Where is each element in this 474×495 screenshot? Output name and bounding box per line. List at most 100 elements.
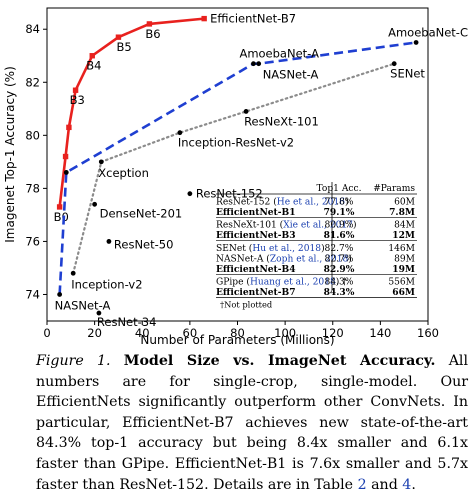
table-row-params: 19M [392,264,415,275]
data-point [146,21,153,27]
caption-body: All numbers are for single-crop, single-… [36,353,469,493]
y-tick-label: 80 [25,128,40,142]
table-row-acc: 84.3% [325,278,354,288]
x-tick-label: 160 [417,326,439,340]
table-row-model: ResNet-152 (He et al., 2016) [216,196,349,207]
x-tick-label: 40 [135,326,150,340]
table-row-params: 84M [394,221,415,231]
caption-title: Model Size vs. ImageNet Accuracy. [123,353,436,369]
data-point [66,124,72,131]
table-row-model: EfficientNet-B4 [216,264,296,275]
point-label: Xception [98,166,149,180]
table-row-model: GPipe (Huang et al., 2018) † [216,277,347,288]
data-point [106,239,112,244]
caption-and: and [366,476,403,493]
y-tick-label: 78 [25,181,40,195]
figure-caption: Figure 1. Model Size vs. ImageNet Accura… [36,351,468,495]
data-point [70,270,76,276]
series-layer: B0 B3 B4 B5 B6 EfficientNet-B7 NASNet-A AmoebaN… [54,12,468,329]
table-row-model: SENet (Hu et al., 2018) [216,243,325,254]
table-row-acc: 77.8% [325,197,354,207]
table-row-acc: 82.7% [325,244,354,254]
point-label: ResNet-34 [97,315,157,329]
point-label: ResNeXt-101 [244,114,319,128]
table-row-acc: 82.9% [324,264,355,275]
data-point [62,153,69,160]
y-tick-label: 84 [25,22,40,36]
point-label: B0 [54,210,69,224]
table-row-params: 89M [394,254,415,264]
caption-end: . [411,476,416,493]
data-point [56,204,63,210]
x-tick-label: 0 [43,326,50,340]
x-tick-label: 80 [230,326,245,340]
table-row-params: 60M [394,197,415,207]
table-header-acc: Top1 Acc. [317,184,362,194]
table-row-model: ResNeXt-101 (Xie et al., 2017) [216,220,357,231]
axes: 0 20 40 60 80 100 120 140 160 74 76 78 80 82 84 Number … [3,7,439,347]
data-point [63,170,69,175]
table-row-acc: 80.9% [325,221,354,231]
data-point [115,34,122,40]
data-point [201,15,207,22]
data-point [89,53,95,59]
y-axis-label: Imagenet Top-1 Accuracy (%) [3,66,17,242]
y-tick-label: 74 [25,287,40,301]
point-label: SENet [390,67,425,81]
table-row-model: EfficientNet-B7 [216,287,296,298]
x-tick-label: 60 [183,326,198,340]
data-point [251,61,256,67]
table-row-params: 66M [392,287,415,298]
point-label: NASNet-A [55,298,111,312]
x-tick-label: 100 [274,326,296,340]
table-row-model: EfficientNet-B3 [216,230,296,241]
table-row-acc: 82.7% [325,254,354,264]
table-4-link[interactable]: 4 [402,476,412,493]
point-label: NASNet-A [263,68,319,82]
point-label: B4 [86,59,101,73]
point-label: B3 [70,93,85,107]
table-row-model: NASNet-A (Zoph et al., 2018) [216,253,352,264]
point-label: DenseNet-201 [100,206,183,220]
point-label: AmoebaNet-C [388,25,468,39]
table-row-params: 12M [392,230,415,241]
table-2-link[interactable]: 2 [357,476,367,493]
data-point [96,310,102,316]
chart: 0 20 40 60 80 100 120 140 160 74 76 78 80 82 84 Number … [3,7,468,347]
y-tick-label: 76 [25,234,40,248]
data-point [256,61,262,67]
x-axis-label: Number of Parameters (Millions) [140,333,334,347]
data-point [413,40,419,45]
point-label: Inception-ResNet-v2 [178,136,294,150]
figure-label: Figure 1. [36,353,111,369]
point-label: ResNet-50 [114,237,174,251]
table-row-acc: 79.1% [324,207,355,218]
table-row-acc: 84.3% [324,287,355,298]
series-line [58,17,205,208]
x-tick-label: 20 [87,326,102,340]
table-footnote: †Not plotted [220,300,273,310]
comparison-table: Top1 Acc. #Params ResNet-152 (He et al., 2… [216,182,417,310]
point-label: AmoebaNet-A [239,47,319,61]
data-point [391,61,397,67]
table-row-acc: 81.6% [324,230,355,241]
series-line [72,62,396,275]
data-point [243,109,249,114]
table-row-params: 146M [388,244,415,254]
point-label: Inception-v2 [71,277,142,291]
data-point [98,159,104,165]
point-label: EfficientNet-B7 [210,12,296,26]
y-tick-label: 82 [25,75,40,89]
data-point [177,130,183,136]
table-row-params: 556M [388,278,415,288]
point-label: B6 [145,27,160,41]
data-point [72,87,79,93]
table-row-params: 7.8M [389,207,415,218]
data-point [187,191,193,197]
x-tick-label: 140 [369,326,391,340]
point-label: B5 [116,40,131,54]
table-header-params: #Params [373,184,415,194]
data-point [92,201,98,207]
table-row-model: EfficientNet-B1 [216,207,296,218]
data-point [57,292,63,297]
